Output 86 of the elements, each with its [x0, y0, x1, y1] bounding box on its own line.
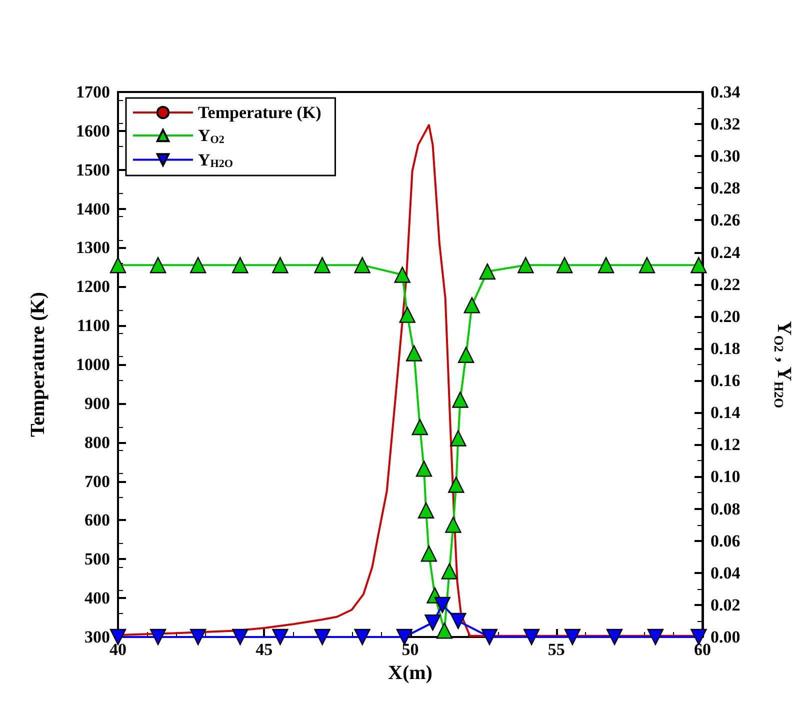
y-tick-label: 1200	[76, 277, 110, 296]
y-axis-title: Temperature (K)	[27, 292, 49, 437]
point	[394, 266, 410, 283]
point	[598, 257, 614, 274]
y2-tick-label: 0.02	[710, 595, 740, 614]
y-tick-label: 1500	[76, 160, 110, 180]
y2-tick-label: 0.10	[710, 467, 740, 486]
point	[314, 628, 330, 646]
y-tick-label: 700	[84, 472, 110, 491]
x-tick-label: 60	[694, 640, 711, 659]
y2-tick-label: 0.20	[710, 306, 740, 326]
y2-tick-label: 0.22	[710, 274, 740, 294]
point	[606, 628, 623, 646]
y2-tick-label: 0.04	[710, 563, 741, 582]
point	[436, 622, 453, 639]
y2-tick-label: 0.32	[710, 114, 740, 134]
point	[556, 257, 573, 274]
point	[523, 628, 540, 646]
y2-tick-label: 0.34	[710, 82, 741, 102]
x-tick-label: 55	[548, 640, 565, 659]
y-tick-label: 500	[84, 550, 110, 569]
point	[479, 263, 496, 280]
x-axis-title: X(m)	[388, 662, 432, 684]
y2-tick-label: 0.12	[710, 435, 740, 454]
point	[690, 628, 707, 646]
point	[354, 628, 370, 646]
point	[464, 297, 480, 314]
point	[150, 628, 166, 646]
point	[420, 546, 438, 562]
y2-tick-label: 0.26	[710, 210, 740, 230]
point	[424, 614, 441, 631]
point	[458, 346, 474, 363]
y2-tick-label: 0.18	[710, 338, 740, 358]
y-tick-label: 1400	[76, 199, 110, 218]
y-tick-label: 400	[84, 588, 110, 608]
y2-tick-label: 0.30	[710, 146, 740, 166]
point	[647, 628, 664, 646]
point	[272, 628, 288, 646]
y2-tick-label: 0.24	[710, 242, 741, 262]
point	[452, 392, 468, 408]
y2-tick-label: 0.06	[710, 531, 740, 550]
point	[396, 628, 413, 646]
point	[190, 257, 206, 274]
y2-tick-label: 0.08	[710, 499, 740, 518]
legend-label: Temperature (K)	[198, 103, 322, 122]
point	[690, 257, 707, 274]
point	[445, 516, 462, 533]
y2-tick-label: 0.00	[710, 628, 740, 646]
y2-axis-title: YO2 , YH2O	[772, 320, 795, 408]
point	[418, 502, 434, 518]
point	[564, 628, 581, 646]
point	[190, 628, 206, 646]
point	[232, 628, 248, 646]
x-tick-label: 40	[110, 640, 126, 659]
point	[110, 257, 126, 274]
y2-tick-label: 0.14	[710, 403, 741, 422]
point	[232, 257, 248, 274]
point	[314, 257, 330, 274]
point	[450, 430, 466, 446]
point	[441, 563, 458, 580]
point	[481, 628, 498, 646]
y-tick-label: 1600	[76, 121, 110, 140]
point	[412, 418, 428, 436]
y-tick-label: 1300	[76, 238, 110, 258]
point	[406, 345, 422, 362]
point	[518, 257, 534, 274]
y-tick-label: 900	[84, 394, 110, 413]
point	[434, 596, 450, 614]
y-tick-label: 300	[84, 628, 110, 646]
y-tick-label: 600	[84, 510, 110, 530]
point	[638, 257, 656, 274]
x-tick-label: 45	[256, 640, 273, 659]
point	[450, 612, 466, 630]
y-tick-label: 1700	[76, 82, 110, 102]
point	[448, 476, 464, 493]
y-tick-label: 1000	[76, 355, 110, 374]
y2-tick-label: 0.16	[710, 371, 740, 390]
y2-tick-label: 0.28	[710, 178, 740, 198]
point	[416, 460, 432, 477]
point	[354, 257, 370, 274]
point	[399, 306, 416, 323]
y-tick-label: 1100	[76, 316, 110, 336]
point	[272, 257, 288, 274]
x-tick-label: 50	[402, 640, 419, 659]
point	[150, 257, 166, 274]
y-tick-label: 800	[84, 432, 110, 452]
